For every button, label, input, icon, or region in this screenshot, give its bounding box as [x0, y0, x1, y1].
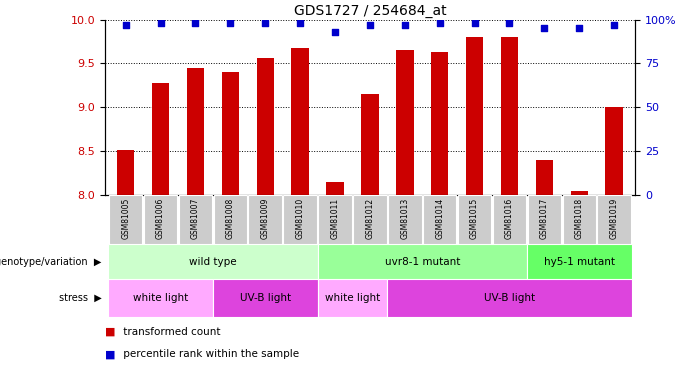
- Point: [539, 25, 550, 31]
- Text: wild type: wild type: [189, 256, 237, 267]
- Title: GDS1727 / 254684_at: GDS1727 / 254684_at: [294, 4, 446, 18]
- Point: [330, 29, 341, 35]
- Text: genotype/variation  ▶: genotype/variation ▶: [0, 256, 101, 267]
- Text: GSM81012: GSM81012: [365, 198, 375, 239]
- Point: [469, 20, 480, 26]
- Bar: [143, 195, 177, 244]
- Bar: [605, 107, 623, 195]
- Point: [190, 20, 201, 26]
- Text: GSM81009: GSM81009: [260, 198, 270, 239]
- Bar: [431, 52, 448, 195]
- Point: [435, 20, 445, 26]
- Point: [120, 22, 131, 28]
- Bar: [326, 182, 344, 195]
- Text: GSM81019: GSM81019: [610, 198, 619, 239]
- Bar: [396, 50, 413, 195]
- Text: stress  ▶: stress ▶: [58, 293, 101, 303]
- Point: [260, 20, 271, 26]
- Point: [155, 20, 166, 26]
- Text: GSM81016: GSM81016: [505, 198, 514, 239]
- Bar: [493, 195, 526, 244]
- Bar: [388, 279, 632, 317]
- Text: GSM81007: GSM81007: [191, 198, 200, 239]
- Text: white light: white light: [133, 293, 188, 303]
- Bar: [222, 72, 239, 195]
- Point: [225, 20, 236, 26]
- Bar: [109, 195, 142, 244]
- Text: GSM81008: GSM81008: [226, 198, 235, 239]
- Bar: [108, 244, 318, 279]
- Point: [364, 22, 375, 28]
- Bar: [571, 190, 588, 195]
- Point: [574, 25, 585, 31]
- Bar: [292, 48, 309, 195]
- Bar: [117, 150, 135, 195]
- Bar: [214, 195, 247, 244]
- Text: GSM81015: GSM81015: [470, 198, 479, 239]
- Text: GSM81010: GSM81010: [296, 198, 305, 239]
- Bar: [388, 195, 422, 244]
- Point: [399, 22, 410, 28]
- Text: GSM81005: GSM81005: [121, 198, 130, 239]
- Bar: [213, 279, 318, 317]
- Bar: [284, 195, 317, 244]
- Bar: [318, 195, 352, 244]
- Bar: [423, 195, 456, 244]
- Bar: [361, 94, 379, 195]
- Text: UV-B light: UV-B light: [239, 293, 291, 303]
- Text: hy5-1 mutant: hy5-1 mutant: [544, 256, 615, 267]
- Text: percentile rank within the sample: percentile rank within the sample: [120, 350, 299, 359]
- Text: GSM81014: GSM81014: [435, 198, 444, 239]
- Point: [294, 20, 305, 26]
- Text: transformed count: transformed count: [120, 327, 220, 337]
- Bar: [458, 195, 492, 244]
- Bar: [598, 195, 631, 244]
- Bar: [466, 37, 483, 195]
- Bar: [187, 68, 204, 195]
- Bar: [179, 195, 212, 244]
- Text: UV-B light: UV-B light: [484, 293, 535, 303]
- Bar: [500, 37, 518, 195]
- Text: GSM81018: GSM81018: [575, 198, 584, 239]
- Bar: [562, 195, 596, 244]
- Bar: [528, 195, 561, 244]
- Text: uvr8-1 mutant: uvr8-1 mutant: [385, 256, 460, 267]
- Text: white light: white light: [325, 293, 380, 303]
- Bar: [256, 58, 274, 195]
- Text: ■: ■: [105, 350, 115, 359]
- Text: GSM81013: GSM81013: [401, 198, 409, 239]
- Point: [609, 22, 619, 28]
- Bar: [318, 244, 527, 279]
- Bar: [353, 195, 387, 244]
- Text: ■: ■: [105, 327, 115, 337]
- Bar: [152, 82, 169, 195]
- Text: GSM81006: GSM81006: [156, 198, 165, 239]
- Bar: [248, 195, 282, 244]
- Bar: [108, 279, 213, 317]
- Bar: [527, 244, 632, 279]
- Point: [504, 20, 515, 26]
- Bar: [536, 160, 553, 195]
- Text: GSM81017: GSM81017: [540, 198, 549, 239]
- Text: GSM81011: GSM81011: [330, 198, 339, 239]
- Bar: [318, 279, 388, 317]
